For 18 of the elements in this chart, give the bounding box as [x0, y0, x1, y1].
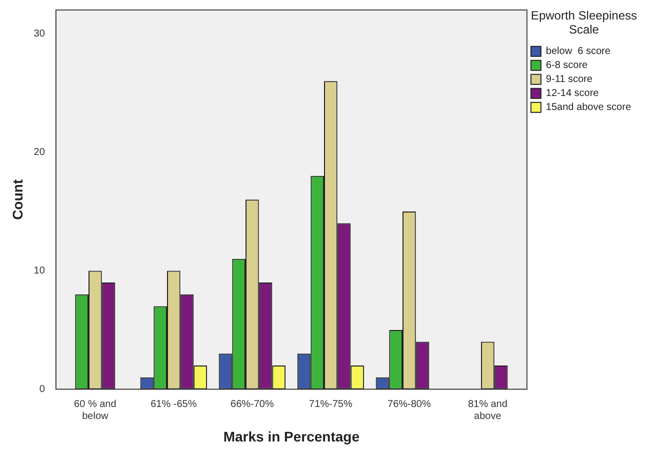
x-axis-title: Marks in Percentage — [223, 428, 360, 444]
x-tick-label: 81% and above — [468, 398, 508, 422]
legend-label: below 6 score — [546, 46, 611, 58]
x-tick-label: 71%-75% — [309, 398, 352, 410]
legend-title: Epworth Sleepiness Scale — [530, 8, 637, 37]
y-tick-label: 10 — [34, 265, 46, 276]
x-tick-label: 60 % and below — [74, 398, 116, 422]
x-tick-label: 61% -65% — [150, 398, 197, 410]
y-tick-label: 30 — [34, 28, 46, 40]
y-axis-title: Count — [9, 179, 26, 220]
legend-label: 9-11 score — [546, 74, 593, 86]
y-tick-label: 20 — [34, 146, 46, 158]
x-tick-label: 66%-70% — [230, 398, 274, 410]
y-tick-label: 0 — [39, 384, 46, 395]
legend-label: 12-14 score — [546, 88, 600, 100]
x-tick-label: 76%-80% — [388, 398, 431, 410]
legend-label: 15and above score — [546, 102, 632, 114]
legend-label: 6-8 score — [546, 60, 588, 72]
